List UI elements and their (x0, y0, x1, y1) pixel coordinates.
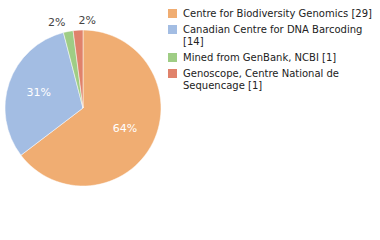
data-labels: 64% 31% 2% 2% (27, 14, 138, 135)
legend-label-line: Canadian Centre for DNA Barcoding (183, 24, 362, 35)
data-label: 64% (113, 122, 137, 135)
data-label: 2% (48, 16, 65, 29)
legend-label-line: [14] (183, 36, 204, 47)
legend-item: Canadian Centre for DNA Barcoding[14] (168, 24, 362, 47)
legend-label: Canadian Centre for DNA Barcoding[14] (183, 24, 362, 47)
pie-slice (73, 30, 83, 108)
legend-swatch (168, 53, 177, 62)
pie (5, 30, 161, 186)
legend-label-line: Sequencage [1] (183, 80, 262, 91)
legend-label-line: Genoscope, Centre National de (183, 68, 339, 79)
chart: 64% 31% 2% 2% Centre for Biodiversity Genomi… (0, 0, 380, 240)
legend-label: Mined from GenBank, NCBI [1] (183, 52, 336, 63)
legend-item: Centre for Biodiversity Genomics [29] (168, 8, 372, 19)
legend-label-line: Centre for Biodiversity Genomics [29] (183, 8, 372, 19)
legend-item: Mined from GenBank, NCBI [1] (168, 52, 336, 63)
pie-slice (63, 31, 83, 108)
data-label: 31% (27, 86, 51, 99)
legend-label: Centre for Biodiversity Genomics [29] (183, 8, 372, 19)
legend-label-line: Mined from GenBank, NCBI [1] (183, 52, 336, 63)
legend-swatch (168, 69, 177, 78)
legend-label: Genoscope, Centre National deSequencage … (183, 68, 339, 91)
legend-swatch (168, 9, 177, 18)
legend-swatch (168, 25, 177, 34)
legend: Centre for Biodiversity Genomics [29] Can… (168, 8, 372, 91)
data-label: 2% (78, 14, 95, 27)
legend-item: Genoscope, Centre National deSequencage … (168, 68, 339, 91)
